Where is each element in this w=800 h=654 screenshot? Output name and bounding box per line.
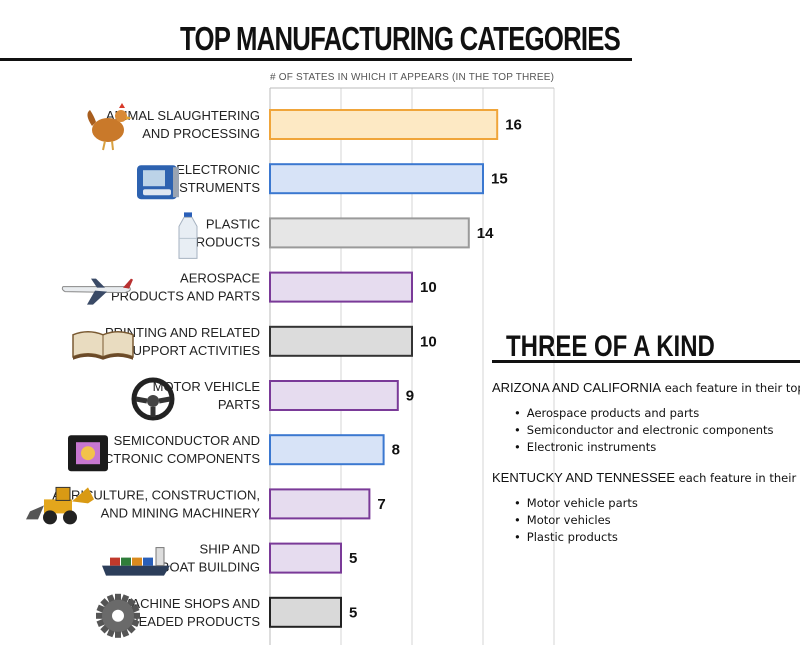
microchip-icon (68, 435, 108, 472)
category-label: AND PROCESSING (142, 126, 260, 141)
bar (269, 596, 342, 628)
category-label: ELECTRONIC COMPONENTS (79, 451, 260, 466)
sidebar-title: THREE OF A KIND (506, 330, 715, 363)
blood-pressure-monitor-icon (137, 165, 179, 200)
bar (269, 488, 371, 520)
state-group-1: ARIZONA AND CALIFORNIA each feature in t… (492, 380, 800, 456)
data-label: 10 (420, 279, 437, 296)
list-item: Electronic instruments (514, 439, 792, 456)
data-label: 9 (406, 388, 414, 405)
category-label: PARTS (218, 397, 260, 412)
category-label: SHIP AND (200, 542, 260, 557)
bar (269, 434, 385, 466)
bar (269, 380, 399, 411)
data-label: 15 (491, 171, 508, 188)
category-label: AEROSPACE (180, 271, 260, 286)
chicken-icon (87, 103, 132, 151)
category-label: MOTOR VEHICLE (153, 379, 261, 394)
cargo-ship-icon (102, 547, 170, 576)
data-label: 8 (392, 442, 400, 459)
bar (269, 163, 484, 195)
data-label: 5 (349, 550, 357, 567)
list-item: Plastic products (514, 529, 792, 546)
state-pair-label: KENTUCKY AND TENNESSEE (492, 470, 676, 485)
data-label: 16 (505, 117, 522, 134)
bar (269, 271, 413, 303)
category-label: AGRICULTURE, CONSTRUCTION, (52, 487, 260, 502)
category-list: Aerospace products and parts Semiconduct… (492, 405, 792, 456)
state-pair-text: each feature in their top 3: (678, 471, 800, 485)
bar (269, 325, 413, 357)
list-item: Motor vehicle parts (514, 495, 792, 512)
bar (269, 217, 470, 249)
page-title: TOP MANUFACTURING CATEGORIES (180, 20, 621, 57)
data-label: 10 (420, 333, 437, 350)
data-label: 5 (349, 604, 357, 621)
sidebar-title-bar: THREE OF A KIND (492, 330, 800, 363)
category-label: PRODUCTS AND PARTS (111, 289, 260, 304)
gear-icon (96, 593, 140, 638)
state-group-2: KENTUCKY AND TENNESSEE each feature in t… (492, 470, 800, 546)
category-label: THREADED PRODUCTS (112, 614, 260, 629)
category-label: SUPPORT ACTIVITIES (124, 343, 260, 358)
category-label: ANIMAL SLAUGHTERING (106, 108, 260, 123)
bar (269, 542, 342, 574)
list-item: Motor vehicles (514, 512, 792, 529)
bar (269, 109, 499, 140)
category-list: Motor vehicle parts Motor vehicles Plast… (492, 495, 792, 546)
category-label: PRODUCTS (187, 234, 260, 249)
airplane-icon (61, 278, 133, 305)
category-label: ELECTRONIC (176, 162, 260, 177)
x-axis-label: # OF STATES IN WHICH IT APPEARS (IN THE … (270, 72, 555, 83)
category-label: BOAT BUILDING (161, 560, 260, 575)
category-label: PRINTING AND RELATED (105, 325, 260, 340)
category-label: MACHINE SHOPS AND (121, 596, 260, 611)
category-label: AND MINING MACHINERY (101, 505, 261, 520)
state-pair-text: each feature in their top 3: (664, 381, 800, 395)
open-book-icon (72, 331, 134, 360)
data-label: 7 (377, 496, 385, 513)
state-pair-label: ARIZONA AND CALIFORNIA (492, 380, 662, 395)
backhoe-loader-icon (26, 486, 94, 525)
category-label: SEMICONDUCTOR AND (114, 433, 260, 448)
steering-wheel-icon (131, 377, 175, 421)
category-label: INSTRUMENTS (166, 180, 260, 195)
data-label: 14 (477, 225, 494, 242)
list-item: Aerospace products and parts (514, 405, 792, 422)
category-label: PLASTIC (206, 216, 260, 231)
page-title-bar: TOP MANUFACTURING CATEGORIES (0, 14, 632, 61)
water-bottle-icon (178, 212, 198, 259)
list-item: Semiconductor and electronic components (514, 422, 792, 439)
